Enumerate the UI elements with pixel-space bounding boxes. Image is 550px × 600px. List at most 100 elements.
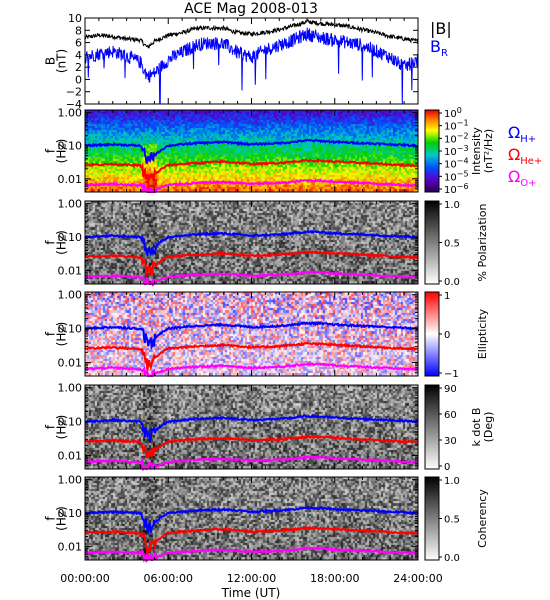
colorbar-tick-label: 90 (444, 384, 457, 395)
colorbar-label-line: % Polarization (476, 204, 489, 282)
spectrogram-image (85, 477, 418, 560)
panel-coherency: 1.00 0.10 0.01 f(Hz) 1.0 0.5 0.0 Coherency (44, 474, 490, 564)
y-axis-label-line: f (44, 240, 58, 245)
gyro-line-he-plus (85, 433, 419, 460)
colorbar-tick-label: 10−6 (444, 182, 469, 196)
y-tick-label: 0.10 (58, 140, 83, 153)
y-axis-label-line: (Hz) (55, 506, 69, 531)
gyro-line-o-plus (84, 454, 419, 472)
y-axis-label: f(Hz) (44, 322, 69, 347)
y-axis-label: f(Hz) (44, 415, 69, 440)
x-axis-label: Time (UT) (221, 586, 281, 600)
colorbar (424, 109, 440, 193)
panel-polarization: 1.00 0.10 0.01 f(Hz) 1.0 0.5 0.0 % Polarization (44, 198, 490, 288)
gyro-line-he-plus (84, 525, 419, 556)
colorbar-label-line: Coherency (476, 489, 489, 548)
colorbar-label-line: Ellipticity (476, 308, 489, 359)
x-tick-label: 24:00:00 (393, 572, 442, 585)
legend-entry: ΩO+ (508, 167, 536, 189)
colorbar-tick-label: 1.0 (444, 476, 460, 487)
y-tick-label: 8 (75, 24, 82, 37)
y-tick-label: 10 (68, 12, 82, 25)
gyro-line-h-plus (84, 321, 419, 351)
gyro-line-o-plus (84, 361, 419, 377)
y-axis-label-line: f (44, 148, 58, 153)
legend-gyro: ΩH+ΩHe+ΩO+ (508, 123, 542, 189)
y-axis-label: f(Hz) (44, 139, 69, 164)
y-tick-label: 0.10 (58, 231, 83, 244)
colorbar-tick-label: −1 (444, 369, 459, 380)
legend-entry: ΩH+ (508, 123, 536, 145)
colorbar (424, 476, 440, 561)
y-tick-label: 1.00 (58, 107, 83, 120)
y-tick-label: 6 (75, 37, 82, 50)
panel-kdotb: 1.00 0.10 0.01 f(Hz) 90 60 30 0 k dot B (Deg) (44, 382, 496, 473)
x-tick-label: 06:00:00 (144, 572, 193, 585)
y-tick-label: 1.00 (58, 382, 83, 395)
y-tick-label: −2 (66, 86, 82, 99)
spectrogram-image (85, 201, 418, 284)
y-axis-label-line: B (44, 57, 58, 65)
y-axis-label-line: f (44, 331, 58, 336)
panel-intensity: 1.000.100.01f(Hz)10010−110−210−310−410−5… (44, 106, 543, 196)
colorbar-tick-label: 0 (444, 462, 450, 473)
y-tick-label: 0.10 (58, 416, 83, 429)
colorbar-tick-label: 1.0 (444, 200, 460, 211)
y-axis-label: f(Hz) (44, 506, 69, 531)
spectrogram-image (85, 292, 418, 376)
gyro-line-o-plus (84, 177, 419, 193)
series-line-bmag (84, 19, 419, 49)
colorbar-tick-label: 30 (444, 436, 457, 447)
y-axis-label-line: (Hz) (55, 415, 69, 440)
y-tick-label: 0.01 (58, 173, 83, 186)
y-axis-label-line: (Hz) (55, 139, 69, 164)
y-axis-label: f(Hz) (44, 230, 69, 255)
x-axis: 00:00:00 06:00:00 12:00:00 18:00:00 24:00:00 (60, 18, 443, 585)
y-tick-label: 1.00 (58, 474, 83, 487)
y-tick-label: 2 (75, 61, 82, 74)
colorbar (424, 200, 440, 285)
colorbar (424, 291, 440, 377)
y-axis-label-line: f (44, 516, 58, 521)
legend-entry: |B| (430, 19, 452, 38)
legend-entry: BR (430, 37, 448, 59)
chart-title: ACE Mag 2008-013 (184, 1, 318, 17)
colorbar-label-line: k dot B (470, 408, 483, 447)
y-axis-label: B(nT) (44, 49, 69, 73)
y-tick-label: −4 (66, 98, 82, 111)
colorbar (424, 384, 440, 470)
gyro-line-h-plus (84, 229, 419, 257)
colorbar-tick-label: 0.5 (444, 239, 460, 250)
gyro-line-he-plus (84, 158, 419, 186)
colorbar-tick-label: 60 (444, 410, 457, 421)
gyro-line-o-plus (84, 269, 419, 288)
spectrogram-image (85, 385, 418, 469)
y-tick-label: 0 (75, 73, 82, 86)
series-line-br (84, 27, 419, 105)
y-tick-label: 0.10 (58, 507, 83, 520)
y-axis-label-line: (Hz) (55, 322, 69, 347)
y-tick-label: 0.10 (58, 323, 83, 336)
y-tick-label: 1.00 (58, 289, 83, 302)
y-axis-label-line: (nT) (55, 49, 69, 73)
gyro-line-he-plus (84, 341, 419, 371)
x-tick-label: 00:00:00 (60, 572, 109, 585)
y-tick-label: 0.01 (58, 450, 83, 463)
y-tick-label: 0.01 (58, 265, 83, 278)
gyro-line-h-plus (84, 505, 419, 535)
y-axis-label-line: (Hz) (55, 230, 69, 255)
colorbar-tick-label: 1 (444, 291, 450, 302)
x-tick-label: 18:00:00 (310, 572, 359, 585)
colorbar-label-line: (nT²/Hz) (482, 129, 495, 173)
gyro-line-he-plus (84, 250, 419, 277)
colorbar-tick-label: 0.0 (444, 277, 460, 288)
y-tick-label: 4 (75, 49, 82, 62)
y-tick-label: 1.00 (58, 198, 83, 211)
y-tick-label: 0.01 (58, 357, 83, 370)
y-tick-label: 0.01 (58, 541, 83, 554)
gyro-line-h-plus (84, 413, 419, 443)
colorbar-tick-label: 0.5 (444, 515, 460, 526)
colorbar-tick-label: 0 (444, 330, 450, 341)
